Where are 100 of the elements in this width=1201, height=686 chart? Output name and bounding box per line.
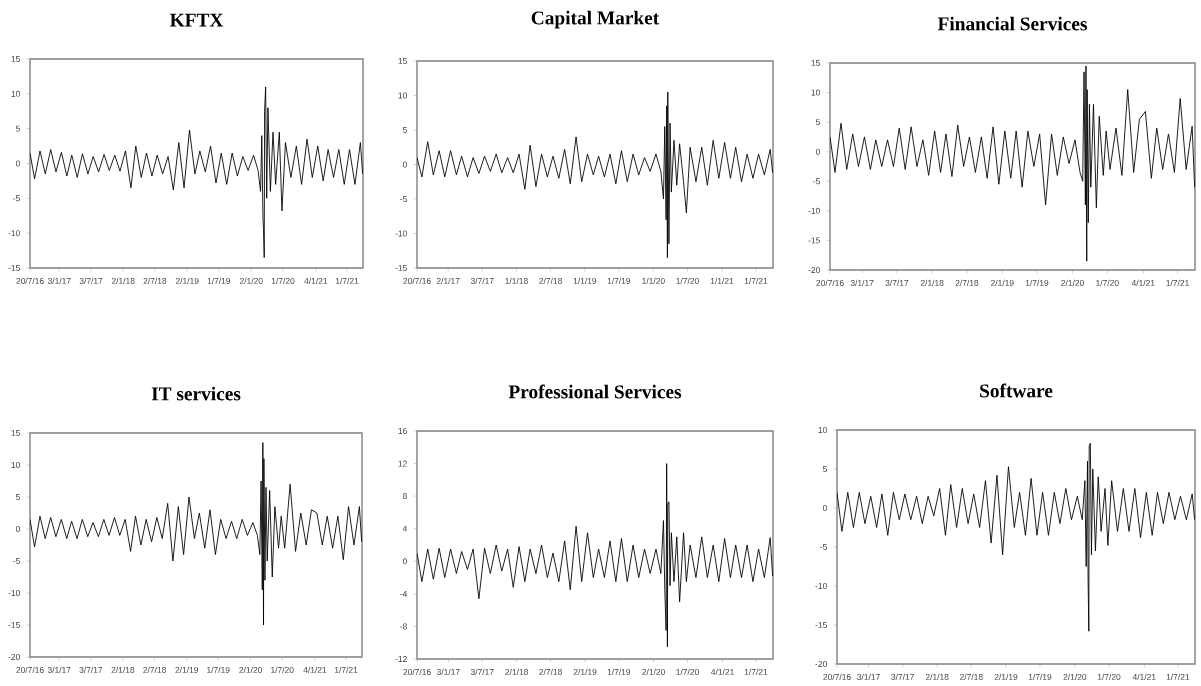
x-tick-label: 20/7/16 bbox=[16, 666, 44, 674]
x-tick-label: 1/7/20 bbox=[1096, 279, 1119, 287]
x-tick-label: 2/1/20 bbox=[239, 666, 262, 674]
line-series bbox=[837, 442, 1196, 632]
y-tick-label: 10 bbox=[398, 92, 407, 99]
x-tick-label: 2/1/19 bbox=[573, 668, 597, 676]
x-tick-label: 1/7/19 bbox=[207, 666, 230, 674]
y-tick-label: 0 bbox=[822, 505, 827, 512]
x-tick-label: 4/1/21 bbox=[1131, 279, 1155, 287]
y-tick-label: 15 bbox=[811, 60, 820, 67]
line-series bbox=[830, 65, 1196, 262]
x-tick-label: 1/7/21 bbox=[334, 666, 358, 674]
x-tick-label: 3/7/17 bbox=[79, 277, 103, 285]
y-tick-label: 5 bbox=[402, 127, 407, 134]
x-tick-label: 3/1/17 bbox=[436, 668, 460, 676]
chart-title: Capital Market bbox=[531, 10, 660, 29]
y-tick-label: 10 bbox=[811, 89, 820, 96]
x-tick-label: 2/7/18 bbox=[955, 279, 979, 287]
chart-title: Professional Services bbox=[508, 384, 682, 399]
x-tick-label: 1/1/21 bbox=[710, 277, 734, 285]
chart-title: IT services bbox=[151, 386, 241, 401]
x-tick-label: 1/1/18 bbox=[505, 277, 528, 285]
x-tick-label: 2/1/18 bbox=[920, 279, 944, 287]
x-tick-label: 1/7/20 bbox=[271, 666, 294, 674]
x-tick-label: 2/1/19 bbox=[991, 279, 1014, 287]
x-tick-label: 1/7/21 bbox=[1166, 673, 1190, 681]
y-tick-label: 5 bbox=[815, 119, 820, 126]
line-series bbox=[30, 442, 363, 626]
x-tick-label: 1/7/19 bbox=[607, 668, 631, 676]
chart-title: Software bbox=[980, 383, 1053, 398]
chart-title: Financial Services bbox=[937, 16, 1087, 31]
x-tick-label: 4/1/21 bbox=[304, 277, 328, 285]
x-tick-label: 4/1/21 bbox=[711, 668, 734, 676]
y-tick-label: 5 bbox=[822, 466, 827, 473]
x-tick-label: 1/7/19 bbox=[607, 277, 631, 285]
x-tick-label: 3/1/17 bbox=[47, 277, 71, 285]
y-tick-label: -4 bbox=[400, 591, 408, 597]
x-tick-label: 1/7/20 bbox=[1097, 673, 1121, 681]
x-tick-label: 2/1/18 bbox=[925, 673, 949, 681]
x-tick-label: 1/7/21 bbox=[744, 668, 768, 676]
y-tick-label: -5 bbox=[813, 178, 820, 185]
y-tick-label: -10 bbox=[8, 230, 20, 237]
y-tick-label: -20 bbox=[815, 661, 827, 668]
x-tick-label: 3/7/17 bbox=[891, 673, 914, 681]
x-tick-label: 2/1/17 bbox=[436, 277, 460, 285]
y-tick-label: 0 bbox=[15, 526, 20, 533]
y-tick-label: 10 bbox=[11, 90, 20, 97]
x-tick-label: 20/7/16 bbox=[403, 277, 431, 285]
x-tick-label: 4/1/21 bbox=[1132, 673, 1156, 681]
x-tick-label: 3/7/17 bbox=[470, 277, 494, 285]
line-series bbox=[417, 463, 774, 648]
x-tick-label: 2/1/20 bbox=[239, 277, 263, 285]
x-tick-label: 2/1/20 bbox=[642, 668, 665, 676]
x-tick-label: 2/1/18 bbox=[505, 668, 528, 676]
x-tick-label: 2/1/19 bbox=[175, 666, 199, 674]
x-tick-label: 2/7/18 bbox=[143, 277, 167, 285]
x-tick-label: 1/7/20 bbox=[676, 277, 699, 285]
x-tick-label: 1/1/20 bbox=[642, 277, 665, 285]
y-tick-label: -20 bbox=[808, 267, 820, 274]
x-tick-label: 1/7/21 bbox=[1166, 279, 1189, 287]
x-tick-label: 1/7/21 bbox=[744, 277, 768, 285]
x-tick-label: 2/1/20 bbox=[1061, 279, 1084, 287]
y-tick-label: -10 bbox=[395, 230, 407, 237]
y-tick-label: -5 bbox=[820, 544, 827, 551]
x-tick-label: 2/7/18 bbox=[539, 668, 562, 676]
y-tick-label: -15 bbox=[815, 622, 827, 629]
y-tick-label: 0 bbox=[402, 558, 407, 565]
chart-title: KFTX bbox=[169, 13, 224, 27]
x-tick-label: 3/1/17 bbox=[857, 673, 880, 681]
y-tick-label: -15 bbox=[8, 622, 20, 629]
x-tick-label: 1/7/20 bbox=[676, 668, 699, 676]
line-series bbox=[30, 86, 364, 259]
x-tick-label: 20/7/16 bbox=[816, 279, 844, 287]
y-tick-label: 12 bbox=[398, 460, 407, 467]
y-tick-label: -12 bbox=[395, 656, 407, 663]
x-tick-label: 2/7/18 bbox=[959, 673, 983, 681]
x-tick-label: 1/1/19 bbox=[573, 277, 597, 285]
y-tick-label: -20 bbox=[8, 654, 20, 661]
x-tick-label: 2/1/19 bbox=[175, 277, 199, 285]
x-tick-label: 3/7/17 bbox=[885, 279, 909, 287]
x-tick-label: 3/1/17 bbox=[47, 666, 71, 674]
x-tick-label: 2/1/19 bbox=[994, 673, 1018, 681]
y-tick-label: -15 bbox=[395, 265, 407, 272]
x-tick-label: 1/7/20 bbox=[271, 277, 295, 285]
x-tick-label: 1/7/21 bbox=[335, 277, 359, 285]
y-tick-label: 0 bbox=[402, 161, 407, 168]
x-tick-label: 3/1/17 bbox=[850, 279, 874, 287]
y-tick-label: -8 bbox=[400, 623, 407, 630]
x-tick-label: 1/7/19 bbox=[1028, 673, 1052, 681]
x-tick-label: 20/7/16 bbox=[403, 668, 431, 676]
y-tick-label: 5 bbox=[15, 125, 20, 132]
y-tick-label: -10 bbox=[8, 590, 20, 597]
x-tick-label: 2/1/18 bbox=[111, 666, 135, 674]
x-tick-label: 1/7/19 bbox=[1025, 279, 1049, 287]
y-tick-label: 5 bbox=[15, 494, 20, 501]
x-tick-label: 1/7/19 bbox=[207, 277, 231, 285]
y-tick-label: -10 bbox=[808, 207, 820, 214]
x-tick-label: 20/7/16 bbox=[823, 673, 851, 681]
y-tick-label: 0 bbox=[815, 148, 820, 155]
y-tick-label: 15 bbox=[11, 56, 20, 63]
